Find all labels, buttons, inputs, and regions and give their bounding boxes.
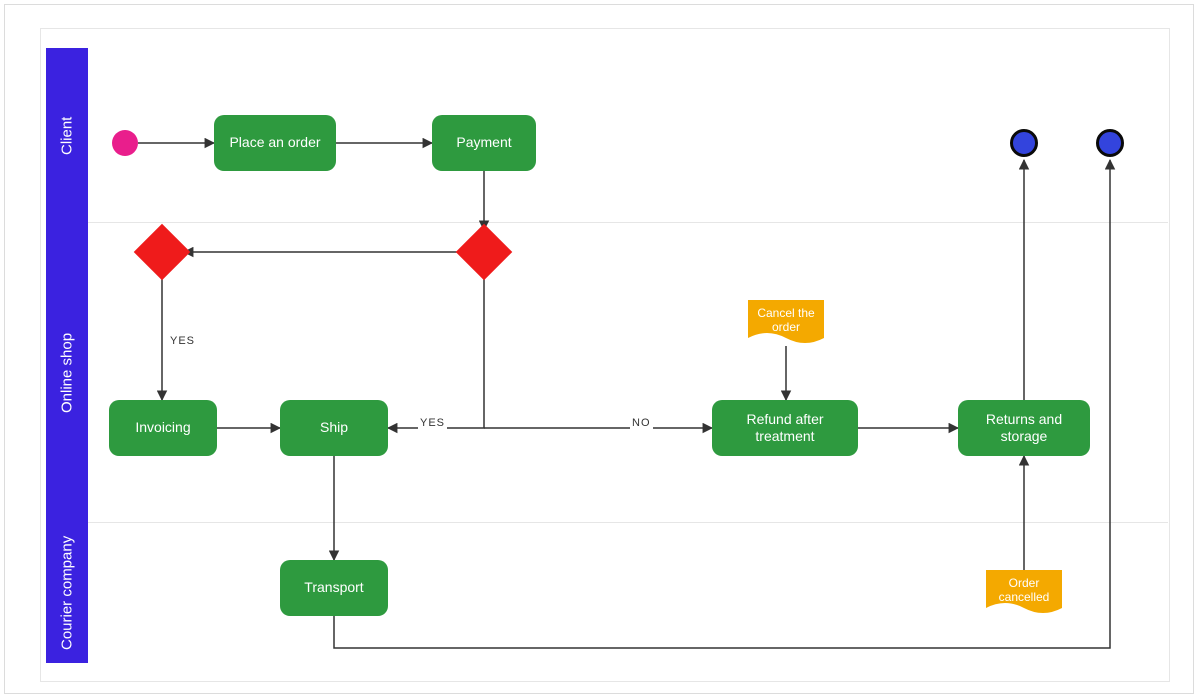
lane-divider [88, 522, 1168, 523]
node-payment: Payment [432, 115, 536, 171]
lane-header-courier: Courier company [46, 523, 88, 663]
end-event-2 [1096, 129, 1124, 157]
lane-label: Courier company [59, 536, 76, 650]
node-invoicing: Invoicing [109, 400, 217, 456]
node-returns: Returns and storage [958, 400, 1090, 456]
lane-label: Client [59, 116, 76, 154]
edge-label: NO [630, 417, 653, 429]
annotation-cancelled: Order cancelled [986, 570, 1062, 610]
annotation-label: Order cancelled [992, 576, 1056, 605]
edge-label: YES [168, 335, 197, 347]
node-label: Returns and storage [966, 411, 1082, 446]
node-place-order: Place an order [214, 115, 336, 171]
node-label: Invoicing [135, 419, 190, 437]
node-label: Ship [320, 419, 348, 437]
annotation-label: Cancel the order [754, 306, 818, 335]
node-label: Payment [456, 134, 511, 152]
lane-label: Online shop [59, 333, 76, 413]
edge-label: YES [418, 417, 447, 429]
node-refund: Refund after treatment [712, 400, 858, 456]
node-label: Transport [304, 579, 363, 597]
lane-divider [88, 222, 1168, 223]
lane-header-shop: Online shop [46, 223, 88, 523]
node-ship: Ship [280, 400, 388, 456]
annotation-cancel: Cancel the order [748, 300, 824, 340]
node-label: Place an order [229, 134, 320, 152]
start-event [112, 130, 138, 156]
node-transport: Transport [280, 560, 388, 616]
lane-header-client: Client [46, 48, 88, 223]
end-event-1 [1010, 129, 1038, 157]
node-label: Refund after treatment [720, 411, 850, 446]
